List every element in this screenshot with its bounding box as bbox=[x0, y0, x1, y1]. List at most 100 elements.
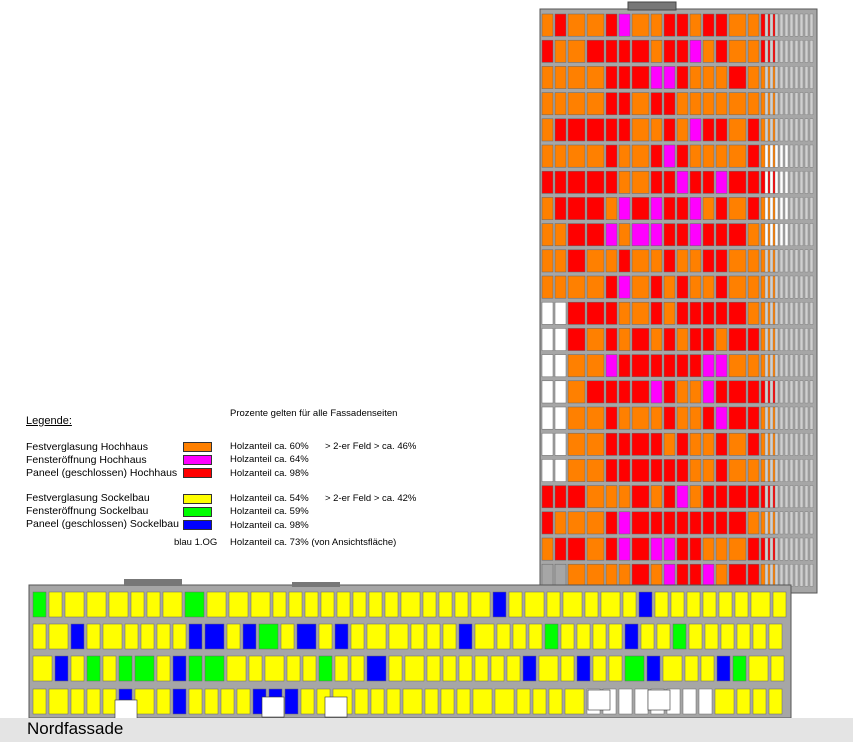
tower-louver bbox=[809, 249, 814, 273]
tower-louver bbox=[804, 249, 809, 273]
tower-panel bbox=[663, 354, 676, 378]
tower-louver bbox=[809, 92, 814, 115]
tower-panel bbox=[567, 537, 586, 561]
tower-louver bbox=[784, 564, 789, 587]
tower-panel bbox=[689, 144, 702, 168]
tower-panel bbox=[618, 328, 631, 351]
tower-louver bbox=[784, 13, 789, 37]
tower-louver bbox=[774, 66, 779, 89]
base-panel bbox=[140, 623, 155, 650]
tower-panel bbox=[747, 66, 760, 89]
tower-panel bbox=[541, 406, 554, 430]
tower-panel bbox=[618, 92, 631, 116]
tower-panel bbox=[631, 275, 650, 299]
tower-panel bbox=[689, 118, 702, 142]
tower-panel bbox=[586, 406, 605, 430]
tower-louver bbox=[799, 380, 804, 404]
tower-panel bbox=[650, 354, 663, 378]
tower-louver bbox=[799, 354, 804, 378]
tower-louver bbox=[779, 433, 784, 456]
tower-louver bbox=[809, 40, 814, 63]
tower-panel bbox=[618, 249, 631, 273]
tower-panel bbox=[567, 249, 586, 273]
tower-louver bbox=[794, 406, 799, 430]
tower-panel bbox=[689, 13, 702, 37]
base-panel bbox=[284, 688, 299, 715]
tower-louver bbox=[794, 433, 799, 456]
tower-panel bbox=[650, 511, 663, 535]
tower-louver bbox=[784, 275, 789, 299]
base-panel bbox=[750, 591, 771, 618]
tower-panel bbox=[586, 170, 605, 194]
base-panel bbox=[608, 655, 623, 682]
tower-panel bbox=[650, 66, 663, 89]
tower-panel bbox=[567, 66, 586, 89]
tower-panel bbox=[650, 118, 663, 142]
base-panel bbox=[118, 655, 133, 682]
tower-panel bbox=[618, 301, 631, 325]
tower-panel bbox=[676, 485, 689, 509]
tower-louver bbox=[764, 564, 769, 587]
tower-louver bbox=[804, 275, 809, 299]
tower-panel bbox=[715, 39, 728, 63]
tower-panel bbox=[586, 92, 605, 116]
base-panel bbox=[584, 591, 599, 618]
base-panel bbox=[264, 655, 285, 682]
base-panel bbox=[698, 688, 713, 715]
tower-panel bbox=[605, 66, 618, 89]
tower-louver bbox=[779, 380, 784, 404]
legend-extra-glazing-base: > 2-er Feld > ca. 42% bbox=[325, 493, 417, 504]
base-panel bbox=[48, 591, 63, 618]
tower-panel bbox=[689, 197, 702, 220]
tower-louver bbox=[764, 197, 769, 220]
tower-panel bbox=[715, 13, 728, 37]
tower-panel bbox=[702, 144, 715, 168]
base-panel bbox=[524, 591, 545, 618]
tower-panel bbox=[702, 223, 715, 247]
base-panel bbox=[474, 623, 495, 650]
tower-panel bbox=[605, 459, 618, 482]
base-panel bbox=[48, 623, 69, 650]
base-panel bbox=[576, 655, 591, 682]
tower-panel bbox=[586, 485, 605, 509]
tower-panel bbox=[567, 406, 586, 430]
tower-louver bbox=[774, 511, 779, 535]
tower-louver bbox=[764, 459, 769, 482]
tower-panel bbox=[650, 13, 663, 37]
tower-panel bbox=[618, 197, 631, 220]
footer-band: Nordfassade bbox=[0, 718, 853, 742]
legend-value-glazing-base: Holzanteil ca. 54% bbox=[230, 493, 309, 504]
tower-louver bbox=[809, 459, 814, 482]
tower-panel bbox=[650, 92, 663, 116]
tower-louver bbox=[804, 564, 809, 587]
tower-panel bbox=[676, 249, 689, 273]
base-panel bbox=[410, 623, 425, 650]
tower-panel bbox=[586, 118, 605, 142]
tower-louver bbox=[789, 406, 794, 430]
tower-louver bbox=[799, 433, 804, 456]
base-panel bbox=[32, 688, 47, 715]
tower-louver bbox=[769, 40, 774, 63]
tower-panel bbox=[689, 275, 702, 299]
facade-title: Nordfassade bbox=[27, 719, 124, 738]
tower-louver bbox=[809, 223, 814, 247]
tower-louver bbox=[794, 170, 799, 194]
tower-panel bbox=[747, 275, 760, 299]
base-panel bbox=[472, 688, 493, 715]
legend-swatch-glazing-base bbox=[183, 494, 212, 504]
base-panel bbox=[768, 688, 783, 715]
tower-panel bbox=[650, 197, 663, 220]
tower-panel bbox=[702, 328, 715, 351]
base-panel bbox=[156, 655, 171, 682]
tower-panel bbox=[715, 406, 728, 430]
tower-panel bbox=[650, 380, 663, 404]
base-panel bbox=[422, 591, 437, 618]
tower-louver bbox=[794, 249, 799, 273]
tower-louver bbox=[799, 223, 804, 247]
tower-panel bbox=[702, 432, 715, 456]
tower-louver bbox=[794, 537, 799, 561]
tower-panel bbox=[554, 406, 567, 430]
tower-panel bbox=[541, 537, 554, 561]
base-panel bbox=[86, 591, 107, 618]
tower-panel bbox=[689, 223, 702, 247]
